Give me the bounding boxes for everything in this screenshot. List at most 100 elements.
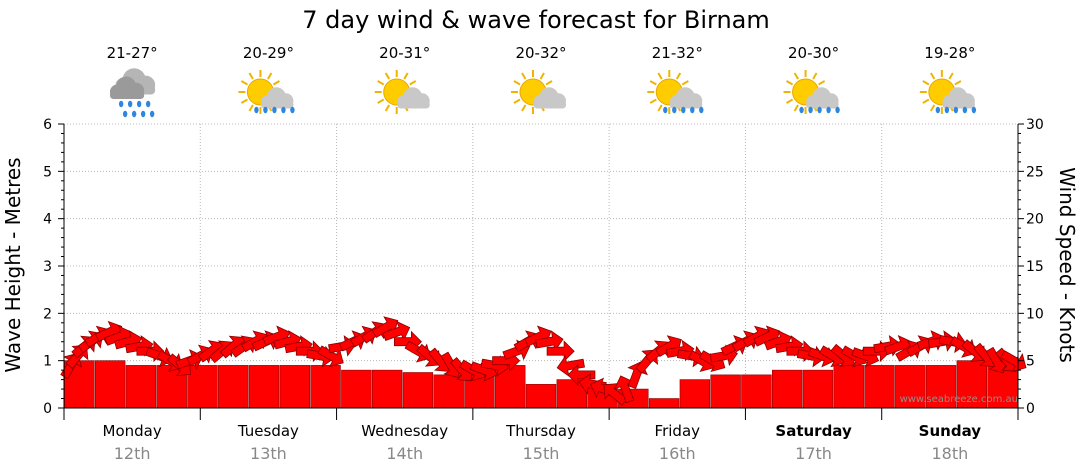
y2-tick-label: 10 [1026, 306, 1044, 322]
wind-arrow [556, 355, 585, 377]
cloud-shape [806, 87, 839, 109]
wave-bar [772, 369, 803, 409]
day-name-label: Sunday [919, 422, 982, 440]
wave-bar [556, 379, 587, 409]
cloud-shape [533, 87, 566, 109]
wind-arrow [1000, 350, 1027, 372]
rain-cloud-icon [109, 68, 156, 118]
y2-tick-label: 5 [1026, 354, 1035, 370]
temperature-label: 20-32° [515, 44, 566, 62]
day-date-label: 15th [523, 444, 560, 463]
wind-arrows [60, 316, 1027, 406]
y2-tick-label: 0 [1026, 401, 1035, 417]
wave-bar [864, 365, 895, 409]
wave-bar [679, 379, 711, 409]
sun-cloud-icon [374, 70, 430, 114]
wave-bar [433, 374, 464, 409]
wave-bar [218, 365, 249, 409]
sun-cloud-rain-icon [919, 70, 977, 114]
temperature-label: 20-30° [788, 44, 839, 62]
day-weather-thursday: 20-32° [511, 44, 567, 114]
wave-bar [925, 365, 957, 409]
day-weather-friday: 21-32° [647, 44, 704, 114]
rain-drops [118, 100, 155, 118]
y-tick-label: 5 [43, 164, 52, 180]
wind-arrow [317, 345, 344, 368]
wind-arrow [567, 363, 596, 386]
temperature-label: 21-27° [107, 44, 158, 62]
wave-bar [802, 369, 834, 409]
day-date-label: 14th [386, 444, 423, 463]
y-tick-label: 3 [43, 259, 52, 275]
wave-bar [341, 369, 372, 409]
wave-bar [648, 398, 680, 409]
wave-bar [248, 365, 280, 409]
wind-arrow [546, 340, 575, 363]
sun-cloud-rain-icon [238, 70, 295, 114]
rain-drops [663, 106, 704, 114]
y-tick-label: 6 [43, 117, 52, 133]
y2-tick-label: 25 [1026, 164, 1044, 180]
rain-drops [935, 106, 977, 114]
wave-bar [279, 365, 310, 409]
temperature-label: 19-28° [924, 44, 975, 62]
temperature-label: 20-31° [379, 44, 430, 62]
wave-bar [125, 365, 157, 409]
day-labels: Monday 12th Tuesday 13th Wednesday 14th Thursd… [103, 422, 982, 463]
sun-cloud-rain-icon [647, 70, 704, 114]
temperature-label: 20-29° [243, 44, 294, 62]
day-name-label: Thursday [505, 422, 576, 440]
wave-bar [371, 369, 403, 409]
daily-weather-header: 21-27° 20-29° 20-31° 20-32° 21-32° 20-30° 19-2… [107, 44, 977, 118]
axes: 0 1 2 3 4 5 6 0 5 10 15 20 25 30 [43, 117, 1044, 420]
wind-arrow [535, 330, 564, 352]
y2-axis-title: Wind Speed - Knots [1055, 167, 1079, 363]
day-name-label: Tuesday [237, 422, 299, 440]
wave-bar [833, 365, 864, 409]
day-weather-monday: 21-27° [107, 44, 158, 118]
day-weather-sunday: 19-28° [919, 44, 977, 114]
y2-tick-label: 15 [1026, 259, 1044, 275]
day-date-label: 12th [114, 444, 151, 463]
y-axis-title: Wave Height - Metres [1, 157, 25, 372]
wave-bar [895, 365, 926, 409]
wave-bar [710, 374, 741, 409]
wave-bar [525, 384, 557, 409]
y-tick-label: 2 [43, 306, 52, 322]
rain-drops [254, 106, 295, 114]
wave-bar [310, 365, 341, 409]
wind-arrow [382, 320, 411, 342]
day-weather-saturday: 20-30° [783, 44, 840, 114]
day-weather-wednesday: 20-31° [374, 44, 430, 114]
sun-cloud-rain-icon [783, 70, 840, 114]
cloud-shape [942, 87, 975, 109]
day-date-label: 16th [659, 444, 696, 463]
wave-bar [956, 360, 988, 409]
sun-cloud-icon [511, 70, 566, 114]
wave-bar [402, 372, 434, 409]
day-date-label: 13th [250, 444, 287, 463]
grid [64, 123, 1018, 408]
day-name-label: Wednesday [361, 422, 448, 440]
wind-arrow [371, 316, 399, 339]
wave-bar [94, 360, 126, 409]
day-name-label: Monday [103, 422, 162, 440]
day-weather-tuesday: 20-29° [238, 44, 295, 114]
day-date-label: 18th [931, 444, 968, 463]
wave-bar [187, 365, 218, 409]
watermark: www.seabreeze.com.au [900, 394, 1018, 405]
y2-tick-label: 30 [1026, 117, 1044, 133]
day-date-label: 17th [795, 444, 832, 463]
cloud-shape [397, 87, 430, 109]
wave-bar [741, 374, 772, 409]
y-tick-label: 0 [43, 401, 52, 417]
wind-arrow [655, 335, 682, 358]
temperature-label: 21-32° [652, 44, 703, 62]
y-tick-label: 4 [43, 212, 52, 228]
day-name-label: Friday [655, 422, 701, 440]
rain-drops [799, 106, 840, 114]
chart-title: 7 day wind & wave forecast for Birnam [302, 6, 770, 34]
day-name-label: Saturday [775, 422, 852, 440]
y-tick-label: 1 [43, 354, 52, 370]
